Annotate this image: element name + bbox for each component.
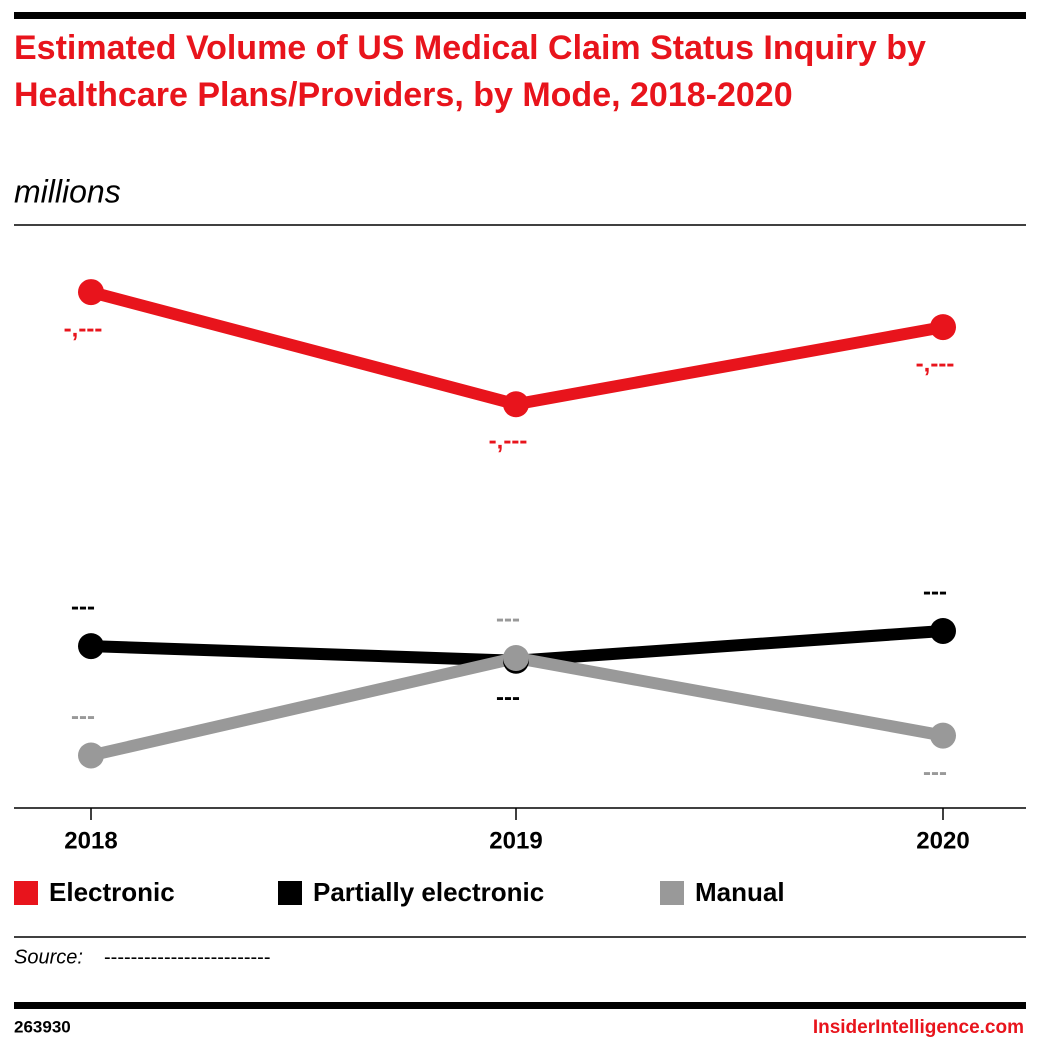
point — [78, 633, 104, 660]
point — [78, 742, 104, 769]
point — [78, 279, 104, 306]
chart-id: 263930 — [14, 1017, 71, 1036]
x-tick-label: 2018 — [64, 827, 117, 854]
bottom-rule — [14, 1002, 1026, 1009]
value-label: --- — [71, 593, 95, 620]
source: ------------------------- — [104, 946, 271, 968]
source-label: Source: — [14, 946, 83, 968]
point — [503, 644, 529, 671]
legend-label: Manual — [695, 877, 785, 907]
legend-swatch — [278, 881, 302, 905]
value-label: --- — [923, 759, 947, 786]
value-label: -,--- — [489, 428, 528, 455]
legend-swatch — [14, 881, 38, 905]
point — [930, 314, 956, 341]
top-rule — [14, 12, 1026, 19]
value-label: -,--- — [916, 350, 955, 377]
value-label: -,--- — [64, 315, 103, 342]
chart-subtitle: millions — [14, 173, 121, 209]
brand: InsiderIntelligence.com — [813, 1017, 1024, 1038]
value-label: --- — [496, 684, 520, 711]
value-label: --- — [923, 578, 947, 605]
series-line — [89, 286, 945, 411]
point — [503, 391, 529, 418]
chart-title: Estimated Volume of US Medical Claim Sta… — [14, 29, 926, 114]
value-label: --- — [496, 605, 520, 632]
x-tick-label: 2020 — [916, 827, 969, 854]
legend-label: Partially electronic — [313, 877, 544, 907]
legend-swatch — [660, 881, 684, 905]
legend-label: Electronic — [49, 877, 175, 907]
point — [930, 722, 956, 749]
x-tick-label: 2019 — [489, 827, 542, 854]
point — [930, 617, 956, 644]
value-label: --- — [71, 703, 95, 730]
